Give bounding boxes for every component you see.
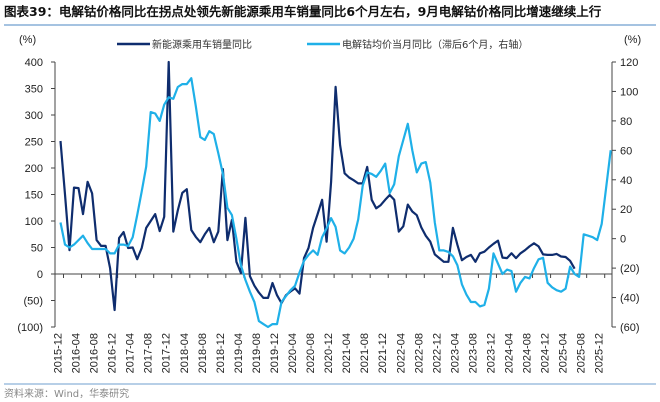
x-tick-label: 2018-12 xyxy=(215,333,227,373)
legend-label-cobalt-price: 电解钴均价当月同比（滞后6个月，右轴） xyxy=(342,38,528,51)
x-tick-label: 2019-08 xyxy=(251,333,263,373)
x-tick-label: 2023-08 xyxy=(467,333,479,373)
x-tick-label: 2024-12 xyxy=(540,333,552,373)
legend-label-nev-sales: 新能源乘用车销量同比 xyxy=(152,38,252,51)
x-tick-label: 2022-12 xyxy=(431,333,443,373)
x-tick-label: 2022-08 xyxy=(413,333,425,373)
left-tick-label: 0 xyxy=(37,269,43,281)
x-tick-label: 2025-12 xyxy=(594,333,606,373)
x-tick-label: 2016-08 xyxy=(89,333,101,373)
left-axis-label: (%) xyxy=(19,34,36,46)
left-tick-label: 100 xyxy=(25,216,43,228)
x-tick-label: 2019-12 xyxy=(269,333,281,373)
source-note: 资料来源：Wind，华泰研究 xyxy=(4,387,129,400)
x-tick-label: 2019-04 xyxy=(233,333,245,373)
x-tick-label: 2015-12 xyxy=(53,333,65,373)
x-tick-label: 2022-04 xyxy=(395,333,407,373)
right-tick-label: 80 xyxy=(620,116,632,128)
x-tick-label: 2018-04 xyxy=(179,333,191,373)
x-tick-label: 2024-08 xyxy=(522,333,534,373)
x-tick-label: 2025-04 xyxy=(558,333,570,373)
x-tick-label: 2020-04 xyxy=(287,333,299,373)
left-tick-label: (100) xyxy=(17,322,43,334)
right-axis-label: (%) xyxy=(624,34,641,46)
left-tick-label: 350 xyxy=(25,84,43,96)
x-tick-label: 2020-12 xyxy=(323,333,335,373)
legend: 新能源乘用车销量同比 电解钴均价当月同比（滞后6个月，右轴） xyxy=(117,38,528,51)
left-tick-label: (50) xyxy=(23,296,43,308)
series-line-nev-sales xyxy=(59,60,576,312)
x-tick-label: 2020-08 xyxy=(305,333,317,373)
right-tick-label: 20 xyxy=(620,204,632,216)
chart-title: 图表39：电解钴价格同比在拐点处领先新能源乘用车销量同比6个月左右，9月电解钴价… xyxy=(4,4,602,19)
series-lines xyxy=(59,60,612,329)
x-tick-label: 2023-04 xyxy=(449,333,461,373)
series-line-cobalt-price xyxy=(59,77,612,329)
x-tick-label: 2025-08 xyxy=(576,333,588,373)
right-tick-label: (20) xyxy=(620,263,640,275)
x-tick-label: 2017-12 xyxy=(161,333,173,373)
right-tick-label: 120 xyxy=(620,57,638,69)
right-tick-label: 100 xyxy=(620,86,638,98)
right-tick-label: 0 xyxy=(620,234,626,246)
axes: (100)(50)050100150200250300350400(60)(40… xyxy=(17,57,639,373)
left-tick-label: 250 xyxy=(25,137,43,149)
left-tick-label: 150 xyxy=(25,190,43,202)
right-tick-label: 60 xyxy=(620,145,632,157)
x-tick-label: 2018-08 xyxy=(197,333,209,373)
x-tick-label: 2016-04 xyxy=(71,333,83,373)
x-tick-label: 2017-08 xyxy=(143,333,155,373)
points-nev-sales xyxy=(60,61,575,311)
x-tick-label: 2021-04 xyxy=(341,333,353,373)
left-tick-label: 50 xyxy=(31,243,43,255)
right-tick-label: 40 xyxy=(620,175,632,187)
x-tick-label: 2024-04 xyxy=(504,333,516,373)
left-tick-label: 400 xyxy=(25,57,43,69)
x-tick-label: 2023-12 xyxy=(485,333,497,373)
x-tick-label: 2017-04 xyxy=(125,333,137,373)
left-tick-label: 200 xyxy=(25,163,43,175)
x-tick-label: 2021-12 xyxy=(377,333,389,373)
points-cobalt-price xyxy=(60,78,611,328)
x-tick-label: 2021-08 xyxy=(359,333,371,373)
left-tick-label: 300 xyxy=(25,110,43,122)
right-tick-label: (40) xyxy=(620,293,640,305)
x-tick-label: 2016-12 xyxy=(107,333,119,373)
right-tick-label: (60) xyxy=(620,322,640,334)
